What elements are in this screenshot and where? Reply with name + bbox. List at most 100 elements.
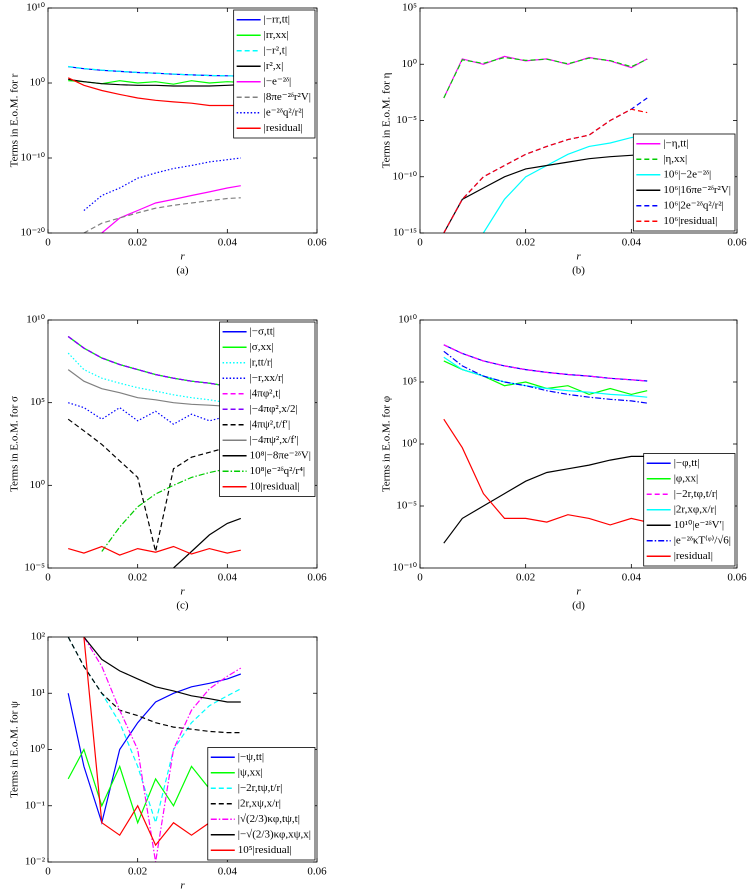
series-line (67, 637, 241, 734)
caption: (d) (572, 600, 585, 612)
y-tick-label: 10⁵ (402, 376, 417, 388)
legend-label: |−2r,tψ,t/r| (238, 782, 283, 794)
axes-frame (47, 7, 318, 234)
x-tick-label: 0.06 (307, 572, 327, 584)
x-tick-label: 0 (45, 237, 51, 249)
y-tick-label: 10⁵ (30, 396, 45, 408)
y-tick-label: 10⁻¹ (25, 799, 45, 811)
series-line (443, 153, 648, 233)
legend-label: |8πe⁻²ᵟr²V| (264, 91, 311, 103)
caption: (c) (176, 600, 189, 612)
series-line (443, 418, 648, 526)
series-line (83, 637, 242, 862)
plot-area (67, 336, 242, 568)
x-axis-label: r (576, 251, 581, 263)
x-tick-label: 0 (45, 572, 51, 584)
x-tick-label: 0.02 (128, 237, 147, 249)
legend-label: |−σ,tt| (250, 325, 275, 337)
legend-box (632, 133, 736, 232)
x-tick-label: 0 (417, 237, 423, 249)
y-axis-label: Terms in E.o.M. for ψ (9, 701, 21, 798)
legend: |−η,tt| |η,xx| 10⁶|−2e⁻²ᵟ| 10⁶|16πe⁻²ᵟr²V| 1… (632, 133, 736, 232)
legend-label: |e⁻²ᵟκT⁽ᵠ⁾/√6| (674, 534, 731, 546)
series-line (443, 344, 648, 382)
x-tick-label: 0.06 (307, 866, 327, 878)
plot-area (67, 65, 241, 233)
legend: |−σ,tt| |σ,xx| |r,tt/r| |−r,xx/r| |4πφ²,t| |−… (219, 321, 316, 497)
x-tick-label: 0.02 (516, 237, 535, 249)
y-axis-label: Terms in E.o.M. for φ (381, 396, 393, 492)
x-tick-label: 0.06 (727, 237, 747, 249)
series-line (101, 185, 241, 233)
y-tick-label: 10⁻² (25, 856, 46, 868)
panel: 10⁻⁵ 10⁰ 10⁵ 10¹⁰ 0 0.02 0.04 0.06 r (c) Terms in … (9, 314, 328, 612)
y-tick-label: 10⁻²⁰ (20, 227, 45, 239)
legend-label: |−2r,tφ,t/r| (674, 488, 718, 500)
legend-label: |4πφ²,t| (250, 387, 281, 399)
legend-label: 10¹⁰|e⁻²ᵟV′| (674, 519, 724, 531)
legend-label: 10⁶|2e⁻²ᵟq²/r²| (663, 199, 724, 211)
legend-label: |r,tt/r| (250, 356, 273, 368)
legend-box (207, 747, 316, 861)
legend-label: |residual| (674, 550, 713, 562)
legend: |−φ,tt| |φ,xx| |−2r,tφ,t/r| |2r,xφ,x/r| 10¹⁰… (643, 453, 736, 567)
legend-label: 10⁵|residual| (238, 844, 292, 856)
legend-box (233, 9, 316, 139)
legend-label: |−4πψ²,x/f′| (250, 434, 299, 446)
panel: 10⁻¹⁰ 10⁻⁵ 10⁰ 10⁵ 10¹⁰ 0 0.02 0.04 0.06 r (d) Term… (381, 314, 747, 612)
caption: (a) (176, 265, 189, 277)
y-tick-label: 10¹⁰ (26, 314, 45, 326)
series-line (443, 350, 648, 404)
legend-label: |ψ,xx| (238, 766, 263, 778)
series-line (443, 55, 648, 99)
plot-area (443, 344, 648, 544)
x-tick-label: 0.02 (128, 572, 147, 584)
x-tick-label: 0.02 (128, 866, 147, 878)
series-line (443, 360, 648, 396)
series-line (67, 336, 241, 389)
legend-label: 10|residual| (250, 480, 300, 492)
x-tick-label: 0 (45, 866, 51, 878)
y-tick-label: 10¹⁰ (26, 2, 45, 14)
x-tick-label: 0 (417, 572, 423, 584)
series-line (173, 517, 242, 568)
legend: |−ψ,tt| |ψ,xx| |−2r,tψ,t/r| |2r,xψ,x/r| |√(2… (207, 747, 316, 861)
panel: 10⁻¹⁵ 10⁻¹⁰ 10⁻⁵ 10⁰ 10⁵ 0 0.02 0.04 0.06 r (b) Ter… (381, 2, 747, 277)
legend-label: 10⁸|e⁻²ᵟq²/r⁴| (250, 465, 306, 477)
y-tick-label: 10⁻¹⁰ (20, 152, 45, 164)
y-tick-label: 10⁻¹⁰ (392, 562, 417, 574)
x-tick-label: 0.04 (218, 572, 238, 584)
x-tick-label: 0.04 (622, 572, 642, 584)
x-axis-label: r (180, 251, 185, 263)
series-line (443, 108, 648, 233)
series-line (443, 344, 648, 382)
legend-label: |−√(2/3)κφ,xψ,x| (238, 828, 311, 840)
y-tick-label: 10⁻¹⁰ (392, 170, 417, 182)
axes-frame (47, 319, 318, 569)
y-tick-label: 10⁰ (30, 743, 46, 755)
legend-label: |4πψ²,t/f′| (250, 418, 291, 430)
series-line (443, 56, 648, 99)
y-axis-label: Terms in E.o.M. for η (381, 72, 393, 168)
panel: 10⁻²10⁻¹10⁰10¹10²00.020.040.06r(e)Terms … (9, 631, 328, 892)
series-line (68, 545, 241, 556)
y-tick-label: 10⁻⁵ (396, 500, 417, 512)
y-axis-label: Terms in E.o.M. for σ (9, 396, 21, 492)
series-line (482, 134, 648, 233)
y-tick-label: 10⁻⁵ (396, 114, 417, 126)
legend-label: |2r,xφ,x/r| (674, 503, 717, 515)
legend-label: 10⁶|16πe⁻²ᵟr²V| (663, 184, 731, 196)
x-tick-label: 0.04 (218, 237, 238, 249)
legend-label: |φ,xx| (674, 472, 699, 484)
series-line (67, 336, 241, 389)
caption: (b) (572, 265, 585, 277)
series-line (67, 418, 241, 552)
y-tick-label: 10⁰ (402, 58, 418, 70)
x-tick-label: 0.02 (516, 572, 535, 584)
legend-label: 10⁶|residual| (663, 215, 717, 227)
legend-label: |−ψ,tt| (238, 751, 264, 763)
series-line (67, 336, 241, 389)
y-tick-label: 10⁵ (402, 2, 417, 14)
series-line (68, 402, 241, 425)
y-tick-label: 10² (31, 631, 46, 643)
